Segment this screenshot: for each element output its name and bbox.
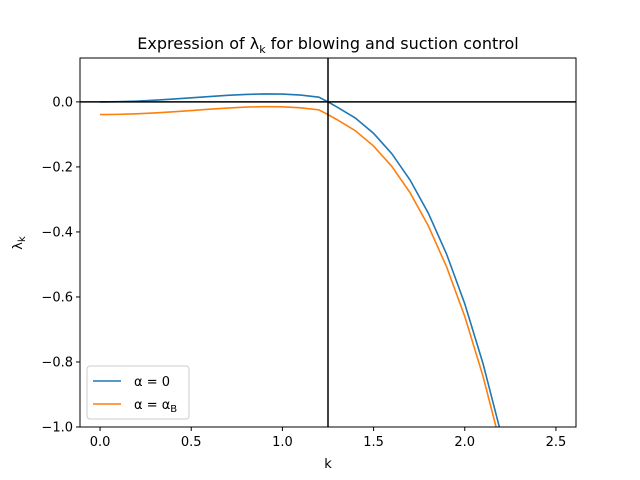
y-tick-label: −0.6 [41, 290, 73, 305]
x-tick-label: 2.0 [454, 435, 475, 450]
x-tick-label: 2.5 [546, 435, 567, 450]
y-axis-ticks: 0.0 −0.2 −0.4 −0.6 −0.8 −1.0 [41, 95, 80, 436]
y-tick-label: 0.0 [52, 95, 73, 110]
chart-title: Expression of λk for blowing and suction… [137, 34, 518, 56]
x-axis-ticks: 0.0 0.5 1.0 1.5 2.0 2.5 [90, 427, 567, 450]
plot-area-frame [79, 57, 577, 428]
y-tick-label: −0.4 [41, 225, 73, 240]
y-axis-label: λk [11, 236, 28, 250]
x-tick-label: 0.0 [90, 435, 111, 450]
x-tick-label: 1.5 [363, 435, 384, 450]
legend: α = 0 α = αB [86, 365, 190, 420]
series-line-0 [100, 93, 501, 427]
series-layer [100, 93, 501, 427]
x-tick-label: 0.5 [181, 435, 202, 450]
y-tick-label: −0.8 [41, 355, 73, 370]
legend-label-alpha-b: α = αB [134, 398, 177, 415]
x-tick-label: 1.0 [272, 435, 293, 450]
legend-box [86, 365, 190, 420]
series-line-1 [100, 105, 497, 427]
y-tick-label: −0.2 [41, 160, 73, 175]
legend-label-alpha-zero: α = 0 [134, 375, 170, 390]
x-axis-label: k [324, 457, 332, 472]
y-tick-label: −1.0 [41, 421, 73, 436]
